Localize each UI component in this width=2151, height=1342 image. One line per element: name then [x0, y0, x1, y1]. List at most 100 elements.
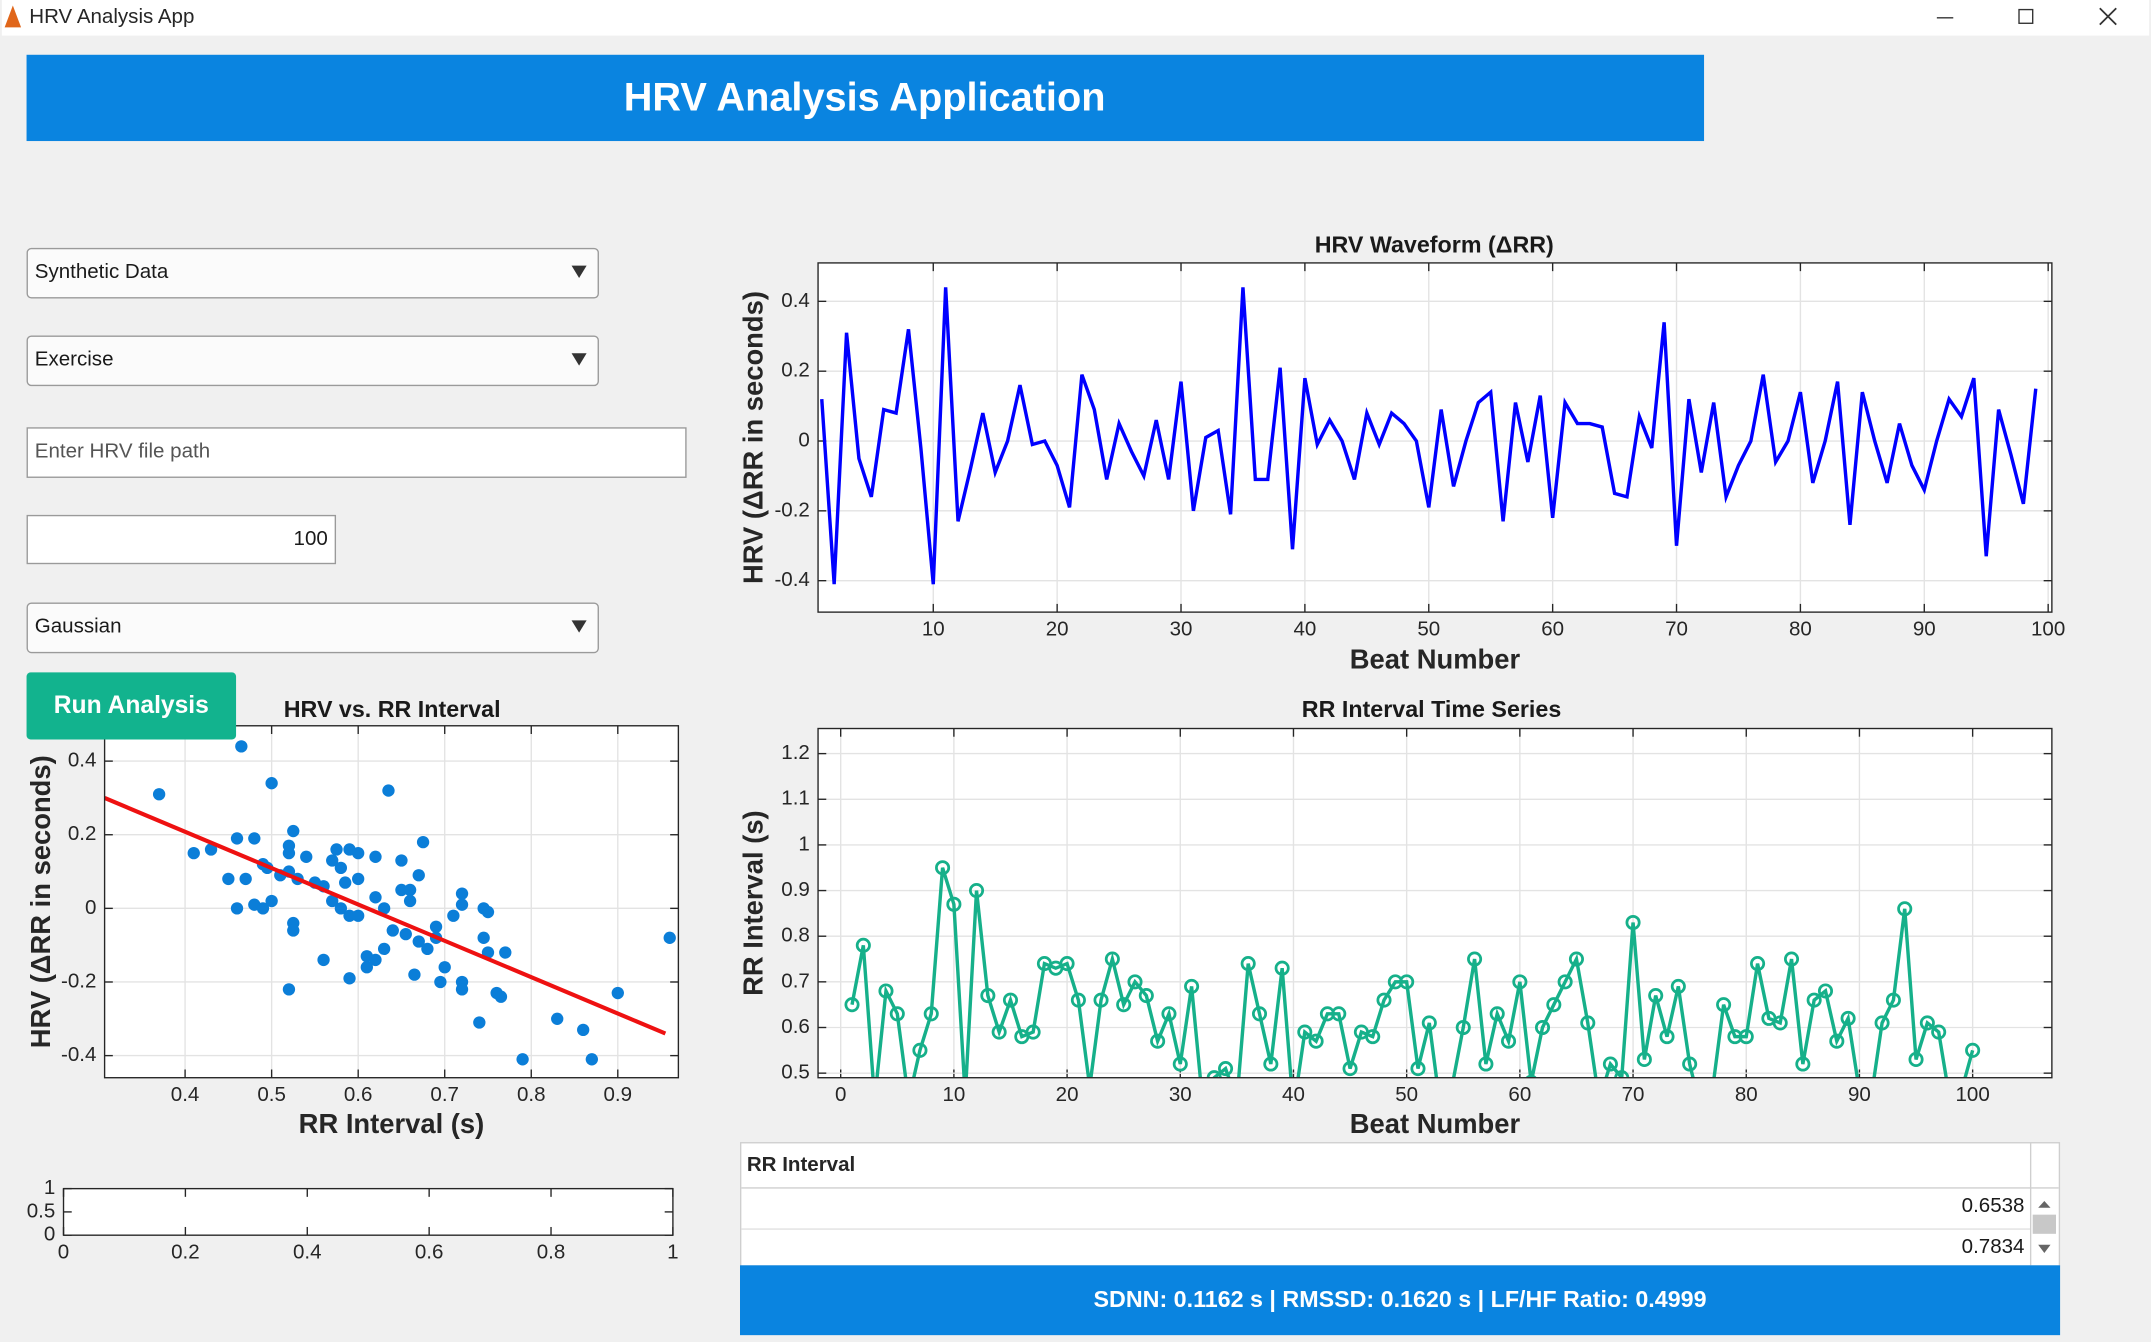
scrollbar-thumb[interactable] [2032, 1214, 2056, 1234]
data-layer [820, 287, 2038, 585]
y-tick-label: 0.5 [27, 1199, 56, 1222]
line-marker [912, 1042, 928, 1058]
scatter-point [369, 953, 382, 967]
scatter-point [187, 846, 200, 860]
header-title: HRV Analysis Application [624, 75, 1106, 119]
line-marker [1534, 1019, 1551, 1036]
line-marker [1150, 1033, 1166, 1049]
run-button-label: Run Analysis [54, 692, 209, 719]
line-marker [1525, 1074, 1538, 1078]
scatter-point [455, 887, 469, 900]
condition-dropdown[interactable]: Exercise [26, 335, 599, 387]
y-tick-label: 1.2 [781, 741, 810, 764]
scatter-point [438, 961, 451, 974]
y-tick-label: 1 [44, 1176, 55, 1199]
scatter-point [339, 876, 352, 889]
dropdown-box[interactable] [26, 247, 599, 299]
line-marker [1446, 1081, 1458, 1093]
plot-area [104, 725, 679, 1078]
scatter-point [239, 872, 252, 886]
maximize-button[interactable] [2018, 8, 2034, 24]
line-marker [1806, 992, 1822, 1008]
line-marker [1965, 1042, 1981, 1058]
scatter-point [326, 894, 339, 908]
run-analysis-button[interactable] [26, 672, 237, 740]
dropdown-box[interactable] [26, 602, 599, 654]
line-marker [1546, 997, 1562, 1013]
scatter-point [282, 983, 296, 996]
x-tick-label: 90 [1848, 1083, 1871, 1106]
noise-dropdown[interactable]: Gaussian [26, 602, 599, 654]
table-header: RR Interval [747, 1153, 855, 1176]
scatter-point [222, 872, 235, 886]
scatter-point [455, 983, 469, 996]
close-button[interactable] [2099, 7, 2117, 26]
line-marker [878, 983, 894, 999]
line-marker [902, 1094, 914, 1106]
line-marker [1084, 1081, 1096, 1093]
scatter-point [408, 968, 421, 981]
line-marker [1274, 960, 1290, 976]
dropdown-arrow [571, 353, 587, 366]
line-marker [1172, 1056, 1188, 1072]
line-marker [1308, 1033, 1324, 1049]
scatter-point [477, 931, 490, 944]
y-tick-label: 0.8 [781, 924, 810, 947]
dropdown-box[interactable] [26, 335, 599, 387]
line-marker [1365, 1029, 1381, 1045]
x-tick-label: 0.6 [344, 1083, 373, 1106]
scatter-point [343, 909, 356, 922]
window-title: HRV Analysis App [29, 5, 194, 28]
line-marker [1501, 1033, 1517, 1049]
table-cell: 0.7834 [1962, 1235, 2025, 1258]
x-axis-label: Beat Number [1350, 644, 1521, 675]
scatter-point [352, 909, 365, 922]
data-source-dropdown[interactable]: Synthetic Data [26, 247, 599, 299]
scatter-point [265, 894, 278, 908]
line-marker [1580, 1015, 1596, 1031]
line-marker [1218, 1061, 1234, 1077]
dropdown-value: Synthetic Data [35, 260, 169, 283]
x-tick-label: 20 [1046, 617, 1069, 640]
x-tick-label: 70 [1622, 1083, 1645, 1106]
line-marker [1919, 1015, 1935, 1031]
scatter-point [499, 946, 512, 959]
x-tick-label: 0.5 [257, 1083, 286, 1106]
scatter-point [377, 942, 391, 956]
scatter-point [429, 920, 443, 933]
data-layer [844, 860, 1981, 1106]
line-marker [1478, 1056, 1494, 1072]
line-marker [1002, 992, 1019, 1008]
axes: 0 10 20 30 40 50 60 70 80 90 100 0.5 0.6 0.7 0.8 0.9 1 1.… [737, 696, 2053, 1139]
line-marker [1750, 956, 1766, 972]
scatter-point [152, 788, 166, 801]
line-marker [1636, 1051, 1652, 1067]
y-tick-label: 0.2 [781, 359, 810, 382]
line-marker [1783, 951, 1800, 967]
line-marker [946, 896, 962, 912]
scatter-point [230, 832, 244, 845]
x-tick-label: 1 [667, 1240, 678, 1263]
x-tick-label: 30 [1169, 1083, 1192, 1106]
file-path-placeholder: Enter HRV file path [35, 439, 210, 462]
y-tick-label: -0.4 [61, 1043, 96, 1066]
scatter-point [577, 1023, 590, 1037]
line-marker [1706, 1085, 1718, 1097]
scatter-point [248, 832, 261, 845]
num-beats-field[interactable] [26, 514, 337, 565]
x-tick-label: 0.8 [537, 1240, 566, 1263]
x-tick-label: 0.4 [293, 1240, 322, 1263]
line-marker [1138, 988, 1154, 1004]
title-bar [1, 0, 2150, 36]
plot-area [818, 262, 2052, 613]
y-axis-label: HRV (ΔRR in seconds) [25, 755, 56, 1048]
x-tick-label: 90 [1913, 617, 1936, 640]
scatter-point [395, 883, 408, 897]
y-tick-label: 1.1 [781, 787, 810, 810]
file-path-field[interactable] [26, 427, 687, 478]
x-tick-label: 0 [835, 1083, 846, 1106]
scatter-point [256, 902, 270, 915]
line-marker [1240, 956, 1256, 972]
x-tick-label: 0.9 [604, 1083, 633, 1106]
